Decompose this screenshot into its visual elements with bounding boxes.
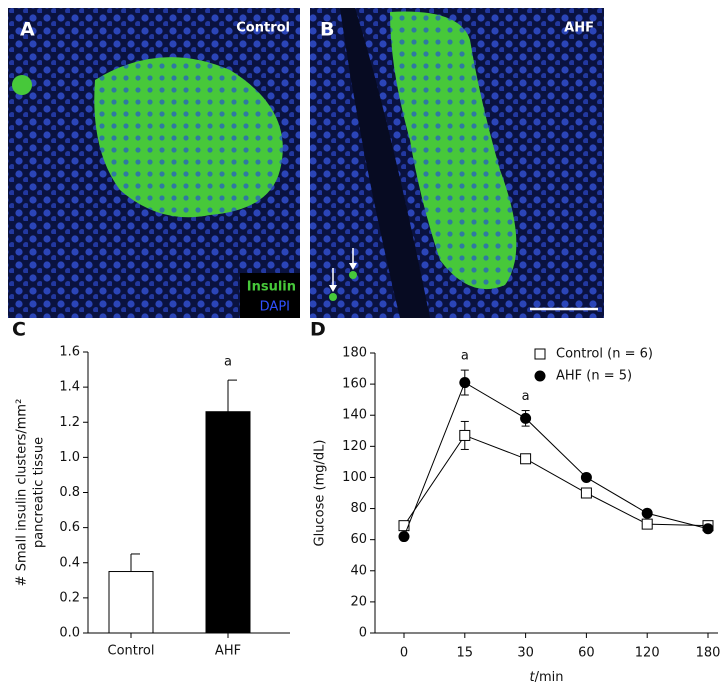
x-tick-label: 0: [400, 646, 408, 661]
marker: [580, 471, 592, 483]
marker: [520, 453, 532, 465]
marker: [641, 518, 653, 530]
x-tick-label: Control: [108, 644, 155, 659]
legend-label: AHF (n = 5): [556, 369, 632, 384]
marker: [641, 507, 653, 519]
y-tick-label: 140: [342, 408, 367, 423]
micrograph-a: [8, 8, 300, 318]
annotation: a: [461, 349, 469, 364]
y-tick-label: 1.2: [59, 415, 80, 430]
marker: [459, 377, 471, 389]
marker: [702, 523, 714, 535]
stain-label: DAPI: [260, 300, 290, 315]
y-tick-label: 100: [342, 470, 367, 485]
marker: [580, 487, 592, 499]
y-tick-label: 0.4: [59, 555, 80, 570]
panel-caption: AHF: [564, 21, 594, 36]
x-tick-label: 120: [635, 646, 660, 661]
legend-label: Control (n = 6): [556, 347, 653, 362]
series-line: [403, 381, 709, 537]
y-tick-label: 0.2: [59, 590, 80, 605]
micrograph-b: [310, 8, 604, 318]
marker: [398, 520, 410, 532]
x-axis-label: t/min: [529, 670, 563, 685]
legend-marker: [534, 348, 546, 360]
x-tick-label: AHF: [215, 644, 241, 659]
y-tick-label: 60: [350, 532, 367, 547]
x-tick-label: 15: [457, 646, 474, 661]
panel-caption: Control: [236, 21, 290, 36]
legend-marker: [534, 370, 546, 382]
bar: [108, 571, 154, 634]
marker: [520, 412, 532, 424]
marker: [459, 429, 471, 441]
stain-label: Insulin: [247, 280, 296, 295]
annotation: a: [224, 355, 232, 370]
y-tick-label: 20: [350, 594, 367, 609]
annotation: a: [522, 389, 530, 404]
y-tick-label: 80: [350, 501, 367, 516]
panel-label: D: [310, 319, 326, 341]
panel-label: A: [20, 19, 35, 41]
y-tick-label: 40: [350, 563, 367, 578]
y-tick-label: 180: [342, 346, 367, 361]
y-tick-label: 1.6: [59, 345, 80, 360]
series-line: [403, 434, 709, 527]
x-tick-label: 180: [696, 646, 721, 661]
x-label-var: t: [529, 670, 535, 685]
y-tick-label: 1.0: [59, 450, 80, 465]
y-tick-label: 0.8: [59, 485, 80, 500]
y-tick-label: 0.6: [59, 520, 80, 535]
y-tick-label: 1.4: [59, 380, 80, 395]
bar: [205, 411, 251, 634]
y-tick-label: 0: [359, 626, 367, 641]
panel-label: B: [320, 19, 334, 41]
panel-label: C: [12, 319, 26, 341]
marker: [398, 531, 410, 543]
x-tick-label: 60: [578, 646, 595, 661]
y-axis-label: pancreatic tissue: [32, 437, 47, 548]
y-axis-label: # Small insulin clusters/mm²: [15, 399, 30, 587]
y-axis-label: Glucose (mg/dL): [313, 440, 328, 547]
x-label-unit: /min: [535, 670, 564, 685]
y-tick-label: 0.0: [59, 626, 80, 641]
y-tick-label: 120: [342, 439, 367, 454]
y-tick-label: 160: [342, 377, 367, 392]
x-tick-label: 30: [517, 646, 534, 661]
